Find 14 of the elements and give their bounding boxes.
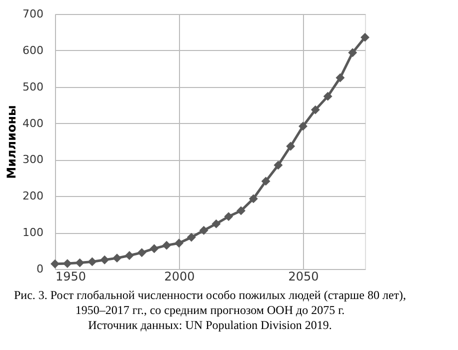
y-tick-label: 200	[22, 190, 44, 203]
y-tick-label: 0	[36, 262, 44, 276]
text: Источник данных: UN Population Division 2019.	[88, 318, 332, 332]
y-tick-label: 500	[22, 80, 44, 94]
y-tick-label: 100	[22, 226, 44, 240]
text: Рис. 3. Рост глобальной численности особо пожилых людей (старше 80 лет), 1950–2017 гг., со средним прогнозом ООН до 2075 г.	[14, 288, 406, 317]
y-tick-label: 300	[22, 153, 44, 166]
x-tick-label: 2000	[164, 270, 195, 284]
y-tick-label: 600	[22, 44, 44, 57]
x-tick-label: 2050	[288, 270, 319, 284]
y-axis-title: Миллионы	[4, 105, 19, 179]
y-tick-label: 700	[22, 8, 44, 20]
x-tick-label: 1950	[56, 270, 86, 284]
y-tick-label: 400	[22, 116, 44, 130]
